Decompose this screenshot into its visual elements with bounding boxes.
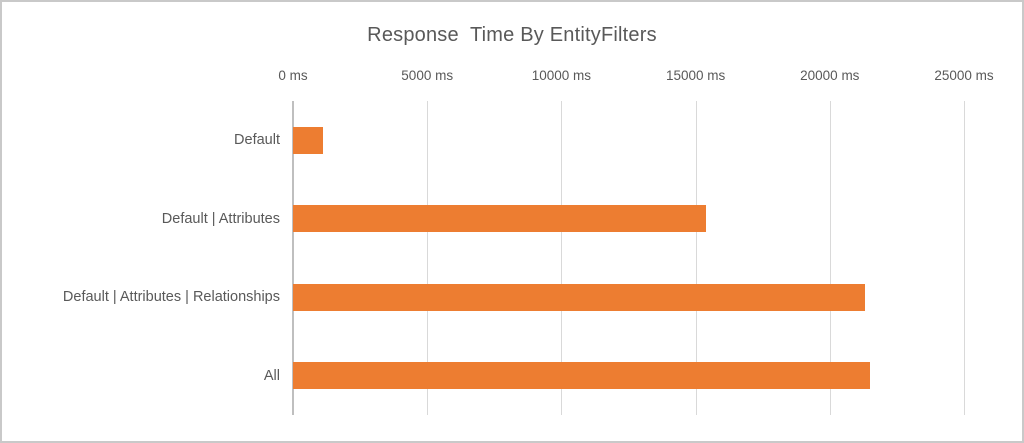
y-axis-line	[292, 101, 294, 415]
y-axis-category-labels: Default Default | Attributes Default | Att…	[2, 101, 280, 415]
category-band	[293, 337, 964, 416]
category-label: Default | Attributes	[161, 210, 280, 227]
x-axis-tick-label: 5000 ms	[401, 68, 454, 83]
plot-area	[292, 101, 965, 415]
gridline	[561, 101, 563, 415]
gridline	[829, 101, 831, 415]
x-axis-tick-label: 15000 ms	[665, 68, 726, 83]
x-axis-tick-label: 25000 ms	[934, 68, 994, 83]
gridline	[964, 101, 965, 415]
x-axis-tick-label: 10000 ms	[531, 68, 592, 83]
bar-series	[293, 101, 964, 415]
x-axis-tick-label: 20000 ms	[800, 68, 860, 83]
category-band	[293, 101, 964, 180]
x-axis: 0 ms 5000 ms 10000 ms 15000 ms 20000 ms 25000…	[278, 68, 993, 86]
category-label: Default | Attributes | Relationships	[62, 289, 280, 306]
bar	[293, 205, 707, 233]
bar	[293, 283, 865, 311]
bar	[293, 362, 871, 390]
x-axis-tick-label: 0 ms	[278, 68, 308, 83]
category-label: Default	[234, 132, 280, 149]
bar	[293, 126, 323, 154]
category-band	[293, 258, 964, 337]
gridline	[427, 101, 429, 415]
chart-title: Response Time By EntityFilters	[367, 24, 657, 46]
gridline	[695, 101, 697, 415]
category-label: All	[263, 367, 280, 384]
category-band	[293, 180, 964, 259]
